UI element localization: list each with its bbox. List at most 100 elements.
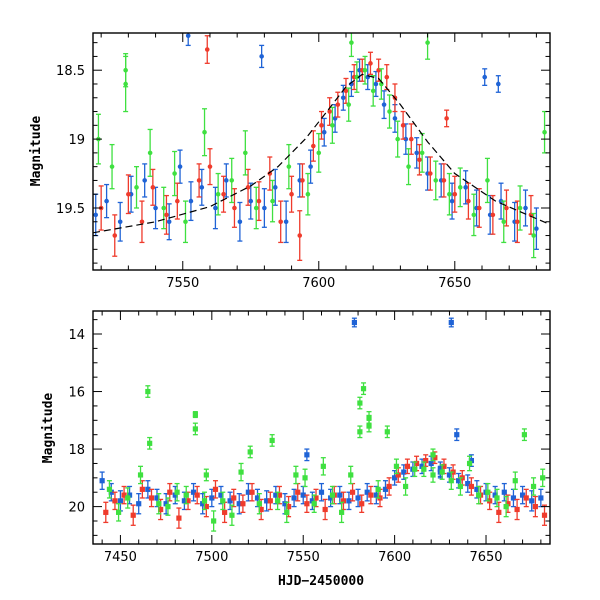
data-point	[202, 108, 208, 157]
marker	[316, 150, 322, 156]
marker	[423, 457, 429, 464]
marker	[514, 506, 520, 513]
marker	[466, 198, 471, 204]
marker	[395, 472, 401, 478]
data-point	[165, 497, 171, 516]
marker	[130, 512, 136, 518]
data-point	[270, 179, 276, 223]
data-point	[465, 182, 471, 220]
data-point	[145, 385, 151, 398]
data-point	[412, 461, 418, 478]
data-point	[261, 188, 267, 228]
data-point	[441, 163, 447, 198]
y-tick-label: 18.5	[56, 64, 85, 79]
data-point	[293, 465, 299, 485]
marker	[99, 478, 105, 484]
marker	[401, 469, 407, 475]
marker	[293, 472, 299, 478]
data-point	[364, 482, 370, 502]
marker	[346, 498, 352, 504]
marker	[248, 198, 254, 204]
marker	[425, 40, 430, 45]
marker	[201, 498, 208, 504]
data-point	[297, 210, 303, 262]
marker	[368, 492, 374, 498]
data-point	[466, 455, 473, 472]
marker	[123, 67, 128, 73]
data-point	[444, 109, 450, 128]
marker	[320, 463, 326, 469]
marker	[203, 504, 209, 510]
marker	[482, 74, 488, 80]
data-point	[541, 504, 548, 526]
marker	[165, 504, 171, 510]
marker	[521, 432, 528, 438]
data-point	[408, 123, 414, 155]
marker	[148, 495, 155, 501]
marker	[199, 185, 205, 190]
marker	[373, 492, 379, 498]
marker	[532, 504, 538, 510]
marker	[267, 171, 273, 176]
marker	[448, 319, 454, 326]
marker	[256, 198, 262, 204]
marker	[240, 501, 246, 507]
marker	[515, 219, 520, 225]
marker	[156, 501, 162, 507]
data-point	[421, 461, 427, 478]
data-point	[194, 485, 200, 505]
bottom-axis-ticks: 7450 7500 7550 7600 7650 14 16 18 20	[68, 311, 550, 565]
data-point	[368, 485, 374, 505]
data-point	[329, 485, 336, 505]
data-point	[490, 194, 496, 235]
data-point	[523, 488, 529, 508]
data-point	[484, 157, 490, 204]
data-point	[275, 491, 281, 511]
marker	[403, 136, 409, 142]
data-point	[215, 172, 221, 216]
marker	[247, 449, 253, 455]
data-point	[542, 110, 548, 154]
marker	[346, 102, 352, 107]
top-axis-ticks: 7550 7600 7650 18.5 19 19.5	[56, 33, 550, 291]
marker	[485, 178, 490, 183]
marker	[381, 102, 387, 107]
data-point	[370, 75, 376, 107]
marker	[417, 157, 422, 163]
data-point	[381, 90, 387, 120]
marker	[264, 498, 270, 504]
marker	[278, 219, 283, 225]
data-point	[150, 168, 156, 206]
marker	[304, 501, 310, 507]
data-point	[163, 194, 169, 235]
marker	[529, 498, 535, 504]
marker	[126, 191, 131, 197]
marker	[145, 388, 151, 395]
marker	[243, 150, 248, 156]
marker	[512, 478, 518, 484]
data-point	[299, 163, 305, 198]
data-point	[351, 317, 358, 328]
data-point	[452, 175, 458, 213]
data-point	[517, 185, 523, 231]
marker	[259, 54, 264, 59]
marker	[457, 185, 463, 190]
data-point	[531, 212, 537, 259]
marker	[172, 492, 178, 498]
marker	[142, 178, 147, 183]
data-point	[199, 168, 205, 206]
marker	[322, 506, 328, 513]
marker	[476, 492, 482, 498]
data-point	[512, 471, 518, 490]
data-point	[367, 51, 373, 75]
marker	[457, 483, 464, 490]
data-point	[231, 188, 237, 228]
marker	[366, 423, 372, 429]
marker	[172, 171, 177, 176]
data-point	[387, 94, 393, 129]
data-point	[196, 163, 202, 198]
data-point	[357, 425, 363, 439]
marker	[321, 129, 327, 135]
marker	[432, 455, 438, 461]
data-point	[174, 182, 180, 220]
